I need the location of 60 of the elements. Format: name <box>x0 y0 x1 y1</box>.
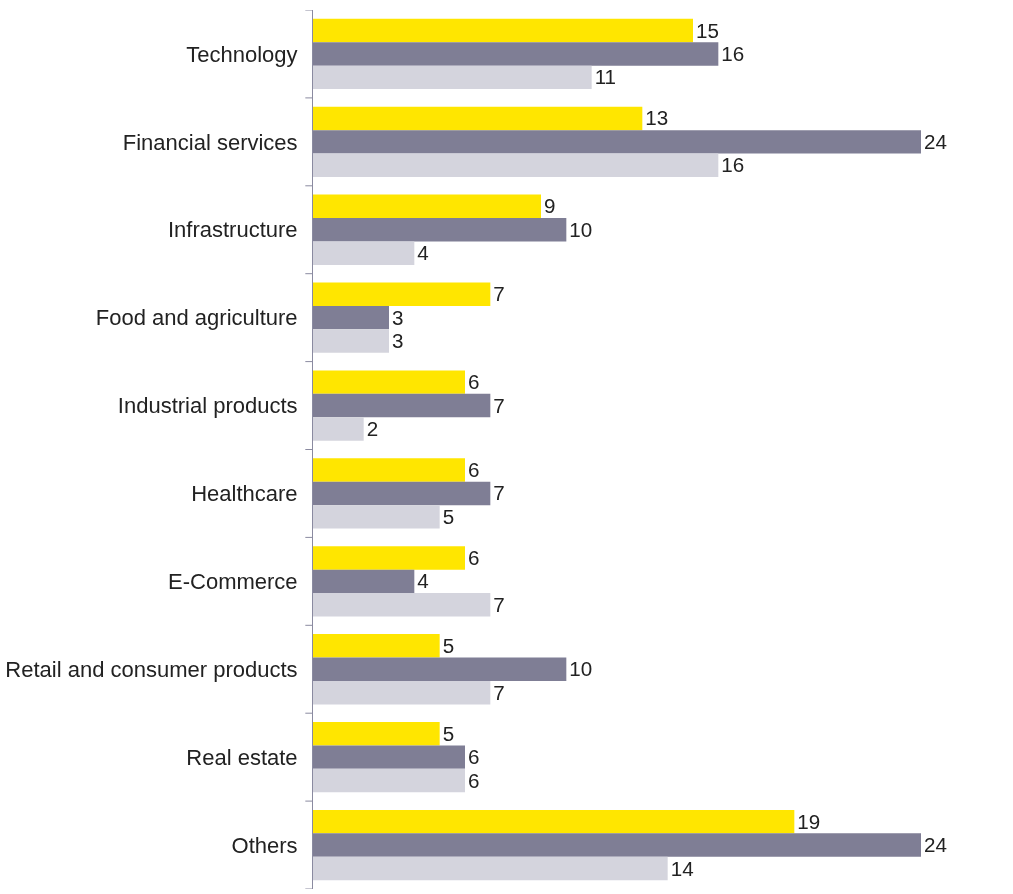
bar <box>313 768 465 793</box>
bar <box>313 65 592 90</box>
data-label: 3 <box>392 305 404 329</box>
y-tick-label: Healthcare <box>191 481 298 507</box>
data-label: 2 <box>366 417 379 441</box>
data-label: 16 <box>721 153 745 177</box>
data-label: 24 <box>924 129 947 153</box>
bar <box>313 18 693 43</box>
data-label: 11 <box>594 65 617 89</box>
data-label: 4 <box>417 241 429 265</box>
bar <box>313 634 440 658</box>
bar <box>313 329 389 353</box>
data-label: 6 <box>468 370 480 394</box>
bar <box>313 106 643 131</box>
y-tick-label: Others <box>231 832 298 858</box>
data-label: 4 <box>417 569 429 593</box>
data-label: 3 <box>392 329 404 353</box>
data-label: 6 <box>468 745 480 769</box>
data-label: 7 <box>493 481 505 505</box>
data-label: 7 <box>493 393 505 417</box>
y-tick-label: Retail and consumer products <box>5 656 298 682</box>
data-label: 7 <box>493 592 505 616</box>
data-label: 7 <box>493 680 505 704</box>
data-label: 5 <box>442 721 455 745</box>
bar <box>313 546 465 570</box>
bar <box>313 856 668 881</box>
data-label: 5 <box>442 504 455 528</box>
data-label: 9 <box>544 194 556 218</box>
data-label: 6 <box>468 545 480 569</box>
bar <box>313 721 440 746</box>
bar <box>313 282 491 306</box>
bar <box>313 458 465 482</box>
y-tick-label: Infrastructure <box>167 217 298 243</box>
bar <box>313 194 541 219</box>
data-label: 14 <box>670 856 694 880</box>
data-label: 6 <box>468 458 480 482</box>
data-label: 13 <box>645 106 669 130</box>
bar <box>313 153 719 178</box>
bar <box>313 241 415 265</box>
bar <box>313 370 465 394</box>
bar <box>313 680 491 705</box>
y-tick-label: Industrial products <box>117 393 298 419</box>
y-tick-label: E-Commerce <box>168 569 298 595</box>
y-tick-label: Food and agriculture <box>95 305 298 331</box>
y-tick-label: Financial services <box>122 129 298 155</box>
data-label: 7 <box>493 282 505 306</box>
data-label: 5 <box>442 633 455 657</box>
bar <box>313 593 491 617</box>
data-label: 24 <box>924 833 947 857</box>
bar <box>313 505 440 529</box>
data-label: 15 <box>696 18 719 42</box>
y-tick-label: Real estate <box>186 744 298 770</box>
data-label: 10 <box>569 657 593 681</box>
data-label: 19 <box>797 809 821 833</box>
bar <box>313 417 364 441</box>
data-label: 6 <box>468 768 480 792</box>
data-label: 10 <box>569 217 593 241</box>
data-label: 16 <box>721 41 745 65</box>
bar <box>313 809 795 834</box>
y-tick-label: Technology <box>186 41 298 67</box>
